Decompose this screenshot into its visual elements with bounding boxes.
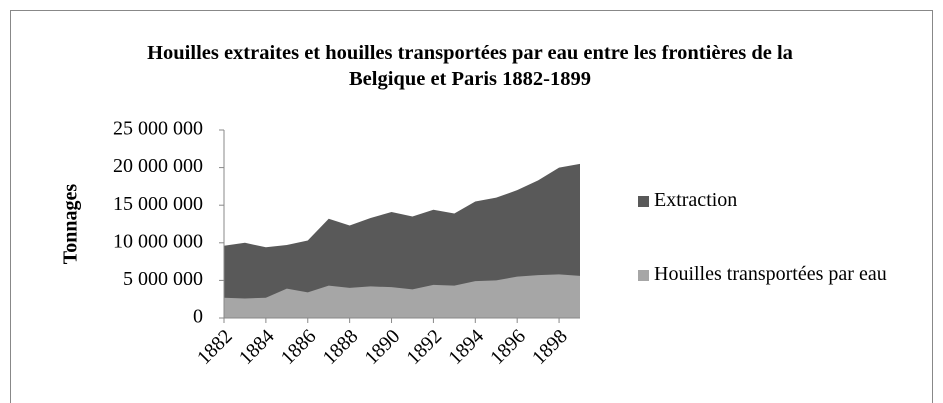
chart-title: Houilles extraites et houilles transport… bbox=[147, 42, 793, 90]
x-tick-label: 1894 bbox=[444, 325, 488, 369]
y-tick-label: 15 000 000 bbox=[113, 193, 203, 215]
chart-border bbox=[10, 10, 933, 403]
x-tick-label: 1886 bbox=[277, 325, 321, 369]
y-tick-label: 20 000 000 bbox=[113, 155, 203, 177]
y-axis-label: Tonnages bbox=[60, 184, 82, 265]
legend-label: Extraction bbox=[654, 189, 738, 211]
legend-label: Houilles transportées par eau bbox=[654, 263, 887, 285]
x-tick-label: 1896 bbox=[486, 325, 530, 369]
x-tick-label: 1898 bbox=[528, 325, 572, 369]
x-tick-label: 1888 bbox=[319, 325, 363, 369]
area bbox=[224, 274, 580, 318]
x-tick-label: 1884 bbox=[235, 325, 279, 369]
y-tick-label: 5 000 000 bbox=[123, 268, 203, 290]
y-tick-label: 10 000 000 bbox=[113, 230, 203, 252]
legend-item: Houilles transportées par eau bbox=[638, 262, 914, 287]
legend-swatch bbox=[638, 196, 649, 207]
legend-item: Extraction bbox=[638, 188, 914, 213]
area bbox=[224, 163, 580, 318]
y-tick-label: 0 bbox=[193, 306, 203, 328]
x-tick-label: 1890 bbox=[360, 325, 404, 369]
x-tick-label: 1882 bbox=[193, 325, 237, 369]
x-tick-label: 1892 bbox=[402, 325, 446, 369]
y-tick-label: 25 000 000 bbox=[113, 118, 203, 140]
legend-swatch bbox=[638, 270, 649, 281]
